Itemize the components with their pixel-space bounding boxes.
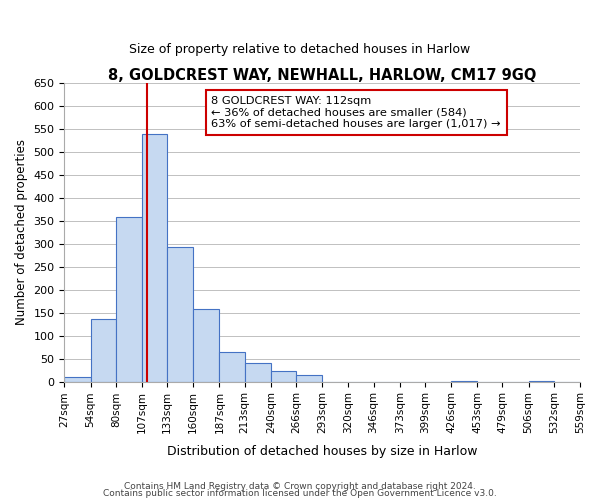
- Bar: [271, 372, 296, 382]
- Text: Contains public sector information licensed under the Open Government Licence v3: Contains public sector information licen…: [103, 489, 497, 498]
- Bar: [167, 246, 193, 382]
- Bar: [116, 218, 142, 382]
- Bar: [296, 375, 322, 382]
- Bar: [64, 377, 91, 382]
- Text: 8 GOLDCREST WAY: 112sqm
← 36% of detached houses are smaller (584)
63% of semi-d: 8 GOLDCREST WAY: 112sqm ← 36% of detache…: [211, 96, 501, 129]
- Title: 8, GOLDCREST WAY, NEWHALL, HARLOW, CM17 9GQ: 8, GOLDCREST WAY, NEWHALL, HARLOW, CM17 …: [108, 68, 536, 82]
- Y-axis label: Number of detached properties: Number of detached properties: [15, 139, 28, 325]
- X-axis label: Distribution of detached houses by size in Harlow: Distribution of detached houses by size …: [167, 444, 478, 458]
- Text: Contains HM Land Registry data © Crown copyright and database right 2024.: Contains HM Land Registry data © Crown c…: [124, 482, 476, 491]
- Bar: [193, 309, 220, 382]
- Bar: [245, 363, 271, 382]
- Bar: [220, 352, 245, 382]
- Text: Size of property relative to detached houses in Harlow: Size of property relative to detached ho…: [130, 42, 470, 56]
- Bar: [91, 318, 116, 382]
- Bar: [142, 134, 167, 382]
